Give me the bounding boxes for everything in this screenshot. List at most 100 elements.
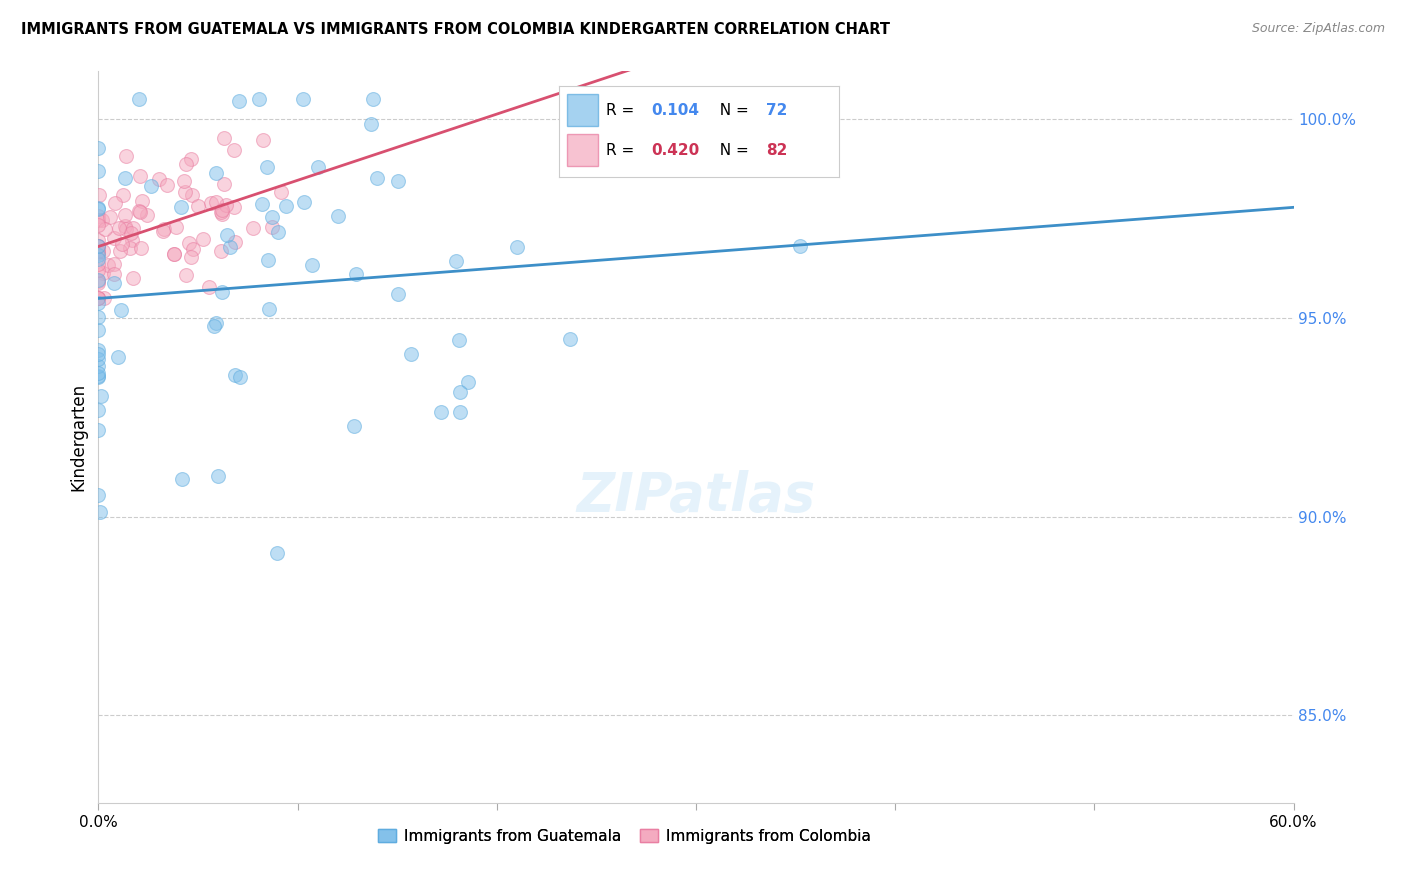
Point: [252, 133, 274, 147]
Point: [262, 210, 284, 224]
Point: [115, 149, 138, 163]
Point: [87, 141, 110, 155]
Point: [87, 209, 110, 223]
Point: [87, 424, 110, 438]
Point: [148, 172, 170, 186]
Point: [129, 169, 152, 183]
Point: [180, 250, 202, 264]
Point: [307, 160, 329, 174]
Point: [219, 240, 242, 254]
Text: Source: ZipAtlas.com: Source: ZipAtlas.com: [1251, 22, 1385, 36]
Point: [93, 221, 115, 235]
Point: [110, 236, 132, 251]
Point: [115, 221, 138, 235]
Point: [387, 287, 409, 301]
Point: [87, 351, 110, 366]
Point: [87, 368, 110, 383]
Point: [343, 418, 366, 433]
Point: [180, 152, 202, 166]
Point: [87, 291, 110, 305]
Legend: Immigrants from Guatemala, Immigrants from Colombia: Immigrants from Guatemala, Immigrants fr…: [373, 822, 876, 850]
Point: [136, 208, 159, 222]
Point: [224, 235, 246, 250]
Point: [110, 303, 132, 318]
Point: [361, 92, 384, 106]
Y-axis label: Kindergarten: Kindergarten: [69, 383, 87, 491]
Point: [87, 245, 110, 260]
Point: [207, 468, 229, 483]
Point: [326, 209, 349, 223]
Point: [215, 228, 238, 243]
Point: [90, 389, 112, 403]
Point: [181, 242, 204, 256]
Point: [87, 367, 110, 381]
Point: [209, 244, 232, 259]
Point: [87, 274, 110, 288]
Point: [93, 291, 115, 305]
Point: [202, 319, 225, 334]
Point: [344, 268, 367, 282]
Point: [257, 253, 280, 268]
Point: [366, 171, 388, 186]
Point: [260, 219, 283, 234]
Point: [87, 291, 110, 305]
Point: [447, 333, 470, 347]
Point: [152, 224, 174, 238]
Point: [87, 246, 110, 260]
Point: [131, 194, 153, 208]
Point: [87, 369, 110, 384]
Point: [211, 202, 233, 217]
Point: [266, 225, 288, 239]
Point: [90, 213, 112, 227]
Point: [87, 202, 110, 216]
Point: [270, 185, 292, 199]
Text: IMMIGRANTS FROM GUATEMALA VS IMMIGRANTS FROM COLOMBIA KINDERGARTEN CORRELATION C: IMMIGRANTS FROM GUATEMALA VS IMMIGRANTS …: [21, 22, 890, 37]
Point: [457, 375, 479, 389]
Point: [449, 384, 471, 399]
Point: [87, 310, 110, 325]
Text: ZIPatlas: ZIPatlas: [576, 469, 815, 522]
Point: [121, 233, 143, 247]
Point: [170, 200, 193, 214]
Point: [256, 160, 278, 174]
Point: [87, 202, 110, 216]
Point: [87, 291, 110, 305]
Point: [87, 323, 110, 337]
Point: [215, 198, 238, 212]
Point: [247, 92, 270, 106]
Point: [173, 174, 195, 188]
Point: [387, 174, 409, 188]
Point: [103, 257, 125, 271]
Point: [156, 178, 179, 193]
Point: [560, 333, 582, 347]
Point: [103, 230, 125, 244]
Point: [274, 199, 297, 213]
Point: [191, 232, 214, 246]
Point: [97, 258, 120, 272]
Point: [87, 239, 110, 253]
Point: [87, 252, 110, 267]
Point: [87, 488, 110, 502]
Point: [120, 226, 142, 240]
Point: [87, 244, 110, 258]
Point: [129, 205, 152, 219]
Point: [209, 205, 232, 219]
Point: [114, 208, 136, 222]
Point: [87, 233, 110, 247]
Point: [118, 241, 141, 255]
Point: [128, 92, 150, 106]
Point: [87, 239, 110, 253]
Point: [122, 270, 145, 285]
Point: [87, 277, 110, 291]
Point: [87, 273, 110, 287]
Point: [87, 359, 110, 373]
Point: [211, 285, 233, 299]
Point: [87, 263, 110, 277]
Point: [128, 204, 150, 219]
Point: [87, 257, 110, 271]
Point: [229, 370, 252, 384]
Point: [292, 92, 315, 106]
Point: [399, 347, 422, 361]
Point: [108, 244, 131, 259]
Point: [204, 316, 226, 330]
